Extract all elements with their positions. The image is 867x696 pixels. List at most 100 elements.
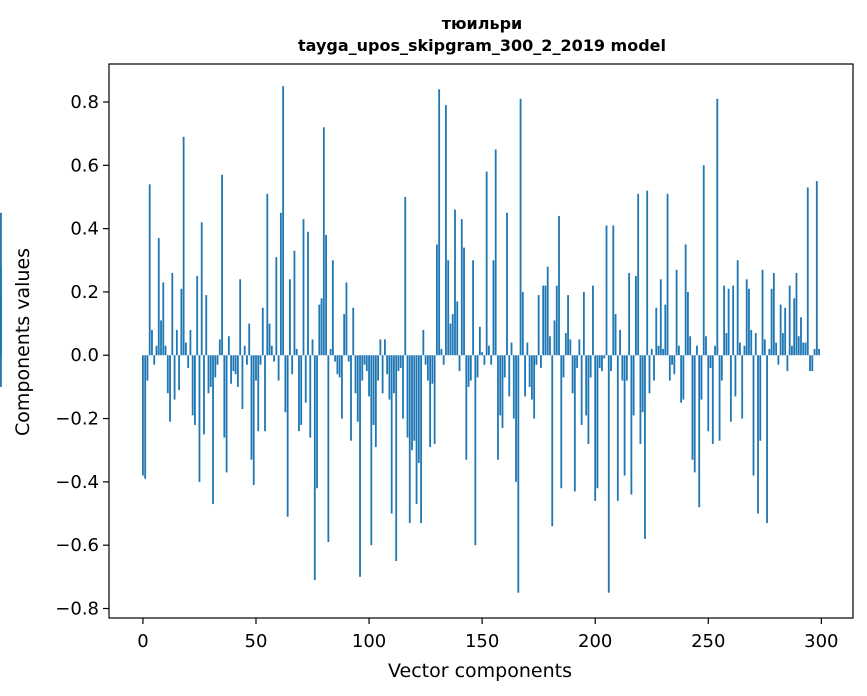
bar [515, 355, 517, 482]
y-tick-label: 0.8 [70, 92, 99, 113]
bar [714, 345, 716, 356]
bar [196, 276, 199, 356]
bar [752, 355, 755, 476]
bar [338, 355, 341, 378]
bar [512, 355, 515, 419]
bar [157, 238, 160, 356]
y-tick-label: −0.2 [55, 409, 99, 430]
bar [562, 355, 565, 378]
bar [732, 285, 735, 356]
bar [490, 355, 493, 365]
x-tick-label: 250 [691, 631, 725, 652]
bar [0, 291, 2, 356]
bar [775, 342, 778, 356]
bar [223, 355, 226, 438]
bar [628, 272, 631, 356]
bar [700, 355, 703, 400]
bar [261, 307, 264, 356]
bar [623, 355, 626, 476]
bar [189, 329, 192, 356]
bar [653, 355, 655, 381]
bar [596, 355, 599, 489]
plot-area-frame [108, 63, 854, 619]
bar [560, 355, 563, 489]
bar [675, 269, 678, 356]
bar [381, 355, 384, 394]
bar [356, 355, 359, 422]
bar [370, 355, 373, 546]
bar [268, 323, 271, 356]
bar [0, 329, 2, 356]
bar [440, 348, 443, 356]
bar [178, 355, 181, 391]
bar [766, 355, 768, 524]
bar [273, 355, 275, 362]
bar [804, 342, 807, 356]
bar [637, 193, 640, 356]
bar [800, 317, 802, 356]
bar [402, 355, 404, 419]
y-tick-label: 0.0 [70, 345, 99, 366]
bar [212, 355, 214, 505]
bar [372, 355, 375, 425]
bar [680, 355, 683, 403]
bar [383, 339, 386, 356]
bar [492, 260, 495, 356]
bar [0, 355, 2, 387]
x-axis-ticks: 0 50 100 150 200 250 300 [137, 618, 839, 652]
bar [702, 165, 705, 356]
bar [734, 355, 737, 397]
bar [802, 342, 805, 356]
bar [601, 355, 603, 372]
bar [345, 282, 348, 356]
bar [282, 86, 285, 356]
bar [207, 355, 210, 394]
bar [153, 355, 156, 365]
bar [354, 355, 357, 394]
bar [521, 291, 524, 356]
bar [564, 333, 567, 356]
bar [390, 355, 393, 514]
x-tick-label: 100 [352, 631, 386, 652]
bar [363, 355, 366, 365]
bar [639, 355, 642, 444]
bar [772, 272, 775, 356]
bar [187, 355, 190, 368]
bar [635, 276, 637, 356]
bar [225, 355, 228, 473]
bar [148, 184, 151, 356]
bar [605, 225, 608, 356]
bar [530, 355, 533, 400]
bar [243, 345, 246, 356]
bar [465, 355, 468, 460]
bar [359, 355, 361, 577]
bar [791, 345, 793, 356]
y-tick-label: 0.6 [70, 155, 99, 176]
bar [146, 355, 149, 381]
bar [379, 339, 382, 356]
bar [404, 196, 407, 356]
bar [711, 355, 714, 444]
chart-subtitle: tayga_upos_skipgram_300_2_2019 model [298, 36, 666, 55]
bar [594, 355, 597, 501]
bar [415, 355, 418, 505]
bar [535, 355, 538, 365]
bar [485, 171, 488, 356]
bar [811, 355, 814, 372]
bar [445, 105, 447, 356]
bar [456, 301, 459, 356]
bar [632, 355, 635, 416]
bar [582, 291, 585, 356]
bar [343, 314, 346, 356]
bar [200, 222, 203, 356]
bar [641, 355, 644, 413]
bar [725, 333, 728, 356]
bar [286, 355, 289, 517]
bar [587, 355, 590, 444]
bar [388, 355, 391, 400]
bar [671, 355, 673, 365]
bar [592, 285, 594, 356]
bar [666, 193, 669, 356]
bar [350, 355, 352, 441]
bar [463, 247, 465, 356]
